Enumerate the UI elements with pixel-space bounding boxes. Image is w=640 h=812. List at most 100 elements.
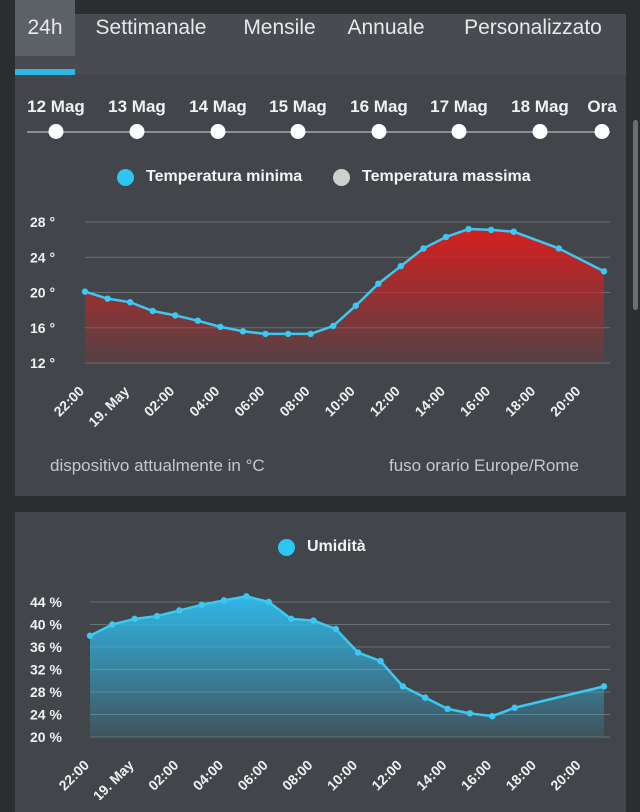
data-point bbox=[243, 593, 250, 600]
data-point bbox=[86, 632, 94, 639]
data-point bbox=[399, 683, 407, 690]
data-point bbox=[198, 601, 205, 609]
date-dot[interactable] bbox=[594, 124, 610, 139]
x-tick-label: 06:00 bbox=[234, 757, 271, 794]
scrollbar[interactable] bbox=[633, 120, 638, 310]
data-point bbox=[442, 233, 450, 241]
date-label[interactable]: 12 Mag bbox=[27, 97, 85, 116]
y-tick-label: 28 ° bbox=[30, 214, 55, 230]
data-point bbox=[176, 607, 183, 614]
date-label[interactable]: 15 Mag bbox=[269, 97, 327, 116]
date-dot[interactable] bbox=[532, 124, 548, 139]
data-point bbox=[600, 683, 608, 690]
data-point bbox=[239, 328, 247, 335]
data-point bbox=[310, 617, 317, 624]
tab-mensile[interactable]: Mensile bbox=[243, 16, 316, 39]
data-point bbox=[220, 597, 228, 604]
data-point bbox=[262, 330, 269, 338]
date-label[interactable]: 14 Mag bbox=[189, 97, 247, 116]
date-label[interactable]: 18 Mag bbox=[511, 97, 569, 116]
legend-label: Temperatura massima bbox=[362, 168, 531, 185]
x-tick-label: 12:00 bbox=[368, 757, 405, 794]
y-tick-label: 20 ° bbox=[30, 285, 55, 301]
x-tick-label: 14:00 bbox=[413, 757, 450, 794]
data-point bbox=[422, 694, 429, 701]
data-point bbox=[149, 307, 156, 315]
data-point bbox=[600, 268, 608, 275]
tab-annuale[interactable]: Annuale bbox=[347, 16, 425, 39]
date-label[interactable]: Ora bbox=[587, 97, 617, 116]
data-point bbox=[555, 245, 563, 252]
data-point bbox=[465, 225, 472, 233]
timezone-note: fuso orario Europe/Rome bbox=[389, 456, 579, 475]
tab-personalizzato[interactable]: Personalizzato bbox=[464, 16, 602, 39]
y-tick-label: 16 ° bbox=[30, 320, 55, 336]
data-point bbox=[217, 323, 224, 331]
legend-dot bbox=[278, 538, 295, 556]
data-point bbox=[397, 262, 405, 270]
date-dot[interactable] bbox=[290, 124, 306, 139]
x-tick-label: 20:00 bbox=[547, 757, 584, 794]
x-tick-label: 08:00 bbox=[279, 757, 316, 794]
y-tick-label: 36 % bbox=[30, 639, 62, 655]
data-point bbox=[265, 598, 272, 606]
data-point bbox=[510, 228, 517, 235]
data-point bbox=[332, 625, 340, 633]
x-tick-label: 10:00 bbox=[324, 757, 361, 794]
data-point bbox=[287, 615, 295, 623]
legend-label: Umidità bbox=[307, 538, 366, 555]
period-tab-bar bbox=[15, 14, 626, 75]
date-dot[interactable] bbox=[210, 124, 226, 139]
x-tick-label: 18:00 bbox=[502, 757, 539, 794]
date-dot[interactable] bbox=[371, 124, 387, 139]
series-line bbox=[84, 227, 605, 336]
legend-dot bbox=[333, 168, 350, 186]
data-point bbox=[172, 312, 179, 319]
data-point bbox=[109, 621, 116, 628]
data-point bbox=[352, 302, 359, 309]
date-label[interactable]: 17 Mag bbox=[430, 97, 488, 116]
date-label[interactable]: 16 Mag bbox=[350, 97, 408, 116]
data-point bbox=[444, 705, 451, 713]
data-point bbox=[466, 710, 474, 717]
y-tick-label: 24 % bbox=[30, 707, 62, 723]
legend-label: Temperatura minima bbox=[146, 168, 303, 185]
legend-temp-max[interactable]: Temperatura massima bbox=[333, 168, 531, 186]
date-dot[interactable] bbox=[48, 124, 64, 139]
date-dot[interactable] bbox=[129, 124, 145, 139]
data-point bbox=[104, 295, 111, 302]
date-timeline bbox=[27, 131, 610, 133]
legend-temp-min[interactable]: Temperatura minima bbox=[117, 168, 302, 186]
area-fill bbox=[90, 596, 604, 737]
legend-humidity[interactable]: Umidità bbox=[278, 538, 366, 556]
x-tick-label: 16:00 bbox=[458, 757, 495, 794]
data-point bbox=[153, 612, 161, 620]
date-dot[interactable] bbox=[451, 124, 467, 139]
data-point bbox=[487, 226, 495, 234]
data-point bbox=[131, 615, 138, 623]
y-tick-label: 24 ° bbox=[30, 249, 55, 265]
data-point bbox=[330, 322, 337, 330]
x-tick-label: 19. May bbox=[90, 757, 137, 800]
y-tick-label: 28 % bbox=[30, 684, 62, 700]
y-tick-label: 12 ° bbox=[30, 355, 55, 371]
data-point bbox=[420, 245, 427, 252]
legend-dot bbox=[117, 168, 134, 186]
tab-24h[interactable]: 24h bbox=[15, 0, 75, 56]
units-note: dispositivo attualmente in °C bbox=[50, 456, 265, 475]
date-label[interactable]: 13 Mag bbox=[108, 97, 166, 116]
y-tick-label: 40 % bbox=[30, 617, 62, 633]
data-point bbox=[126, 298, 134, 306]
data-point bbox=[354, 649, 362, 656]
y-tick-label: 44 % bbox=[30, 594, 62, 610]
data-point bbox=[307, 330, 314, 338]
y-tick-label: 20 % bbox=[30, 729, 62, 745]
data-point bbox=[375, 280, 382, 287]
x-tick-label: 22:00 bbox=[55, 757, 92, 794]
data-point bbox=[377, 657, 384, 665]
tab-settimanale[interactable]: Settimanale bbox=[95, 16, 207, 39]
area-fill bbox=[85, 229, 604, 363]
data-point bbox=[511, 704, 518, 711]
